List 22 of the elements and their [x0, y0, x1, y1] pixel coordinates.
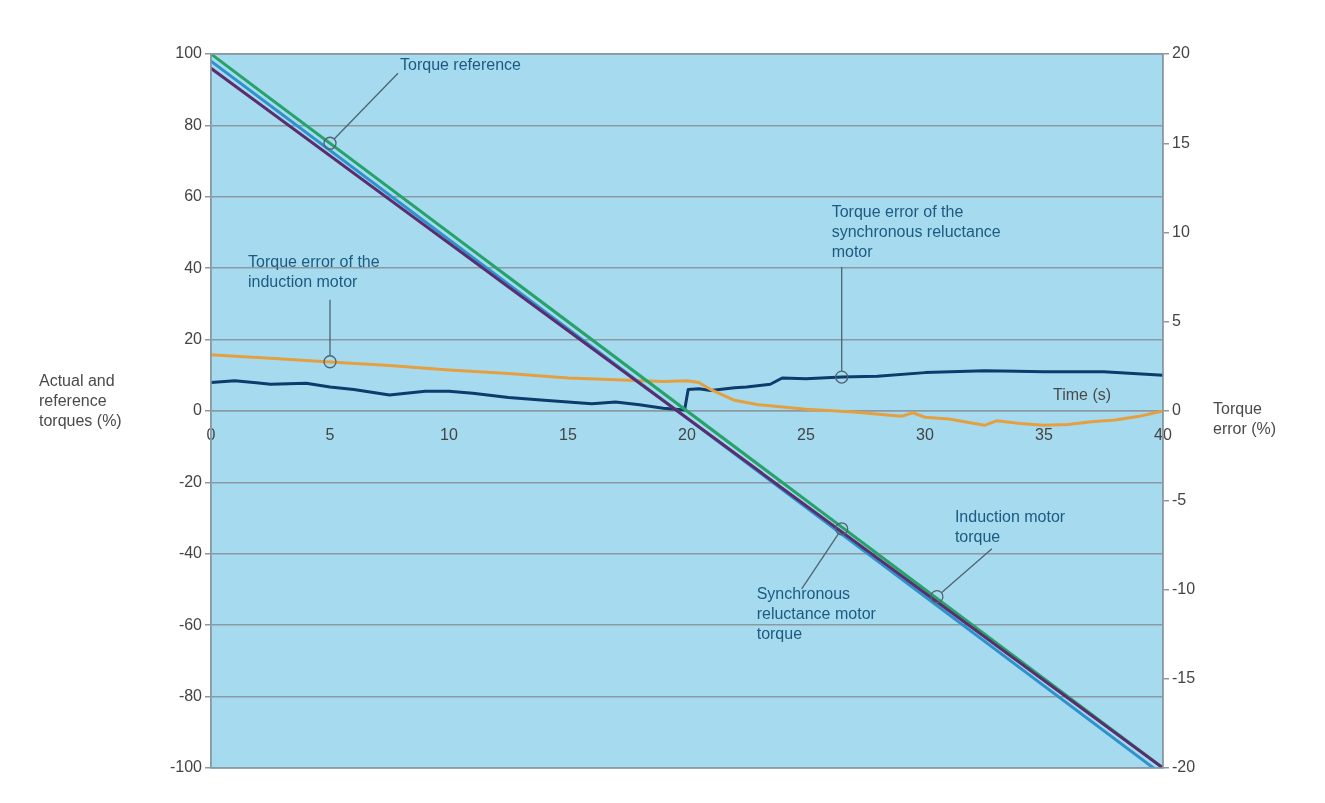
y2-tick-label: 0: [1172, 401, 1181, 419]
y-tick-label: 0: [193, 401, 203, 419]
y2-tick-label: -20: [1172, 758, 1196, 776]
y2-tick-label: 5: [1172, 312, 1181, 330]
y-tick-label: -20: [178, 472, 203, 490]
y-tick-label: -60: [178, 615, 203, 633]
y2-tick-label: 15: [1172, 133, 1190, 151]
y-tick-label: 80: [184, 115, 203, 133]
y2-tick-label: -5: [1172, 490, 1187, 508]
y-tick-label: 100: [175, 44, 203, 62]
y2-axis-title: Torque error (%): [1213, 399, 1278, 439]
y-tick-label: 40: [184, 258, 203, 276]
y-tick-label: -80: [178, 687, 203, 705]
y-tick-label: -40: [178, 544, 203, 562]
y2-tick-label: 10: [1172, 222, 1190, 240]
y-tick-label: 60: [184, 187, 203, 205]
y-axis-title: Actual and reference torques (%): [39, 371, 123, 431]
y2-tick-label: 20: [1172, 44, 1190, 62]
y-tick-label: 20: [184, 330, 203, 348]
y-tick-label: -100: [169, 758, 203, 776]
y2-tick-label: -10: [1172, 579, 1196, 597]
y2-tick-label: -15: [1172, 669, 1196, 687]
